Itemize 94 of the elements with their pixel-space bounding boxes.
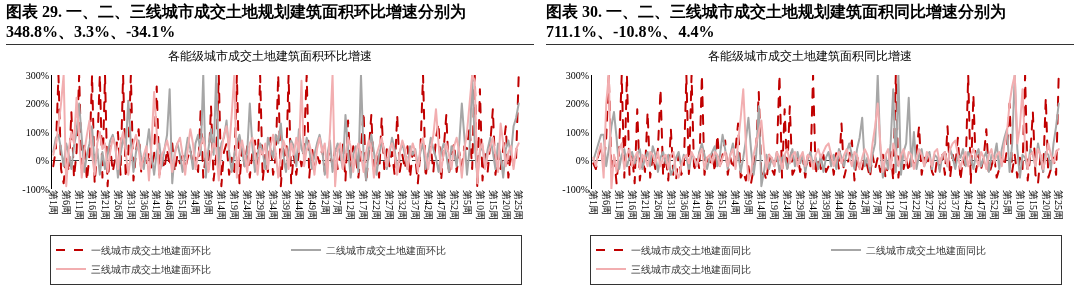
x-tick-label: 第19周 bbox=[769, 190, 781, 220]
y-tick-label: 0% bbox=[35, 155, 49, 166]
x-tick-label: 第6周 bbox=[600, 190, 612, 215]
x-tick-label: 第31周 bbox=[125, 190, 137, 220]
y-tick-label: -100% bbox=[562, 183, 589, 195]
x-tick-label: 第34周 bbox=[267, 190, 279, 220]
x-tick-label: 第22周 bbox=[371, 190, 383, 220]
x-tick-label: 第29周 bbox=[794, 190, 806, 220]
y-tick-label: -100% bbox=[22, 183, 49, 195]
x-tick-label: 第4周 bbox=[730, 190, 742, 215]
x-tick-label: 第52周 bbox=[988, 190, 1000, 220]
x-tick-label: 第2周 bbox=[319, 190, 331, 215]
y-tick-label: 100% bbox=[25, 126, 49, 138]
x-tick-label: 第19周 bbox=[229, 190, 241, 220]
legend-label: 三线城市成交土地建面环比 bbox=[91, 264, 211, 275]
x-tick-label: 第5周 bbox=[1001, 190, 1013, 215]
x-tick-label: 第10周 bbox=[1014, 190, 1026, 220]
x-tick-label: 第14周 bbox=[756, 190, 768, 220]
x-tick-label: 第42周 bbox=[962, 190, 974, 220]
y-tick-label: 300% bbox=[565, 69, 589, 81]
x-tick-label: 第37周 bbox=[410, 190, 422, 220]
x-tick-label: 第1周 bbox=[48, 190, 60, 215]
x-tick-label: 第34周 bbox=[807, 190, 819, 220]
x-tick-label: 第24周 bbox=[241, 190, 253, 220]
x-tick-label: 第26周 bbox=[112, 190, 124, 220]
x-tick-label: 第32周 bbox=[937, 190, 949, 220]
x-tick-label: 第1周 bbox=[588, 190, 600, 215]
x-tick-label: 第21周 bbox=[639, 190, 651, 220]
x-tick-label: 第11周 bbox=[73, 190, 85, 220]
x-tick-label: 第7周 bbox=[332, 190, 344, 215]
y-tick-label: 200% bbox=[565, 98, 589, 109]
x-tick-label: 第12周 bbox=[885, 190, 897, 220]
x-tick-label: 第16周 bbox=[86, 190, 98, 220]
x-tick-label: 第51周 bbox=[177, 190, 189, 220]
x-tick-label: 第47周 bbox=[435, 190, 447, 220]
x-tick-label: 第25周 bbox=[513, 190, 525, 220]
x-tick-label: 第26周 bbox=[652, 190, 664, 220]
x-tick-label: 第32周 bbox=[397, 190, 409, 220]
x-tick-label: 第9周 bbox=[203, 190, 215, 215]
x-tick-label: 第39周 bbox=[820, 190, 832, 220]
x-tick-label: 第42周 bbox=[422, 190, 434, 220]
x-tick-label: 第11周 bbox=[613, 190, 625, 220]
x-tick-label: 第25周 bbox=[1053, 190, 1065, 220]
x-tick-label: 第49周 bbox=[846, 190, 858, 220]
chart-title: 图表 30. 一、二、三线城市成交土地规划建筑面积同比增速分别为 711.1%、-10.8%、4.4% bbox=[546, 0, 1074, 45]
x-tick-label: 第4周 bbox=[190, 190, 202, 215]
y-tick-label: 0% bbox=[575, 155, 589, 166]
legend-label: 一线城市成交土地建面环比 bbox=[91, 245, 211, 256]
x-tick-label: 第49周 bbox=[306, 190, 318, 220]
x-tick-label: 第52周 bbox=[448, 190, 460, 220]
legend-label: 一线城市成交土地建面同比 bbox=[631, 245, 751, 256]
x-tick-label: 第39周 bbox=[280, 190, 292, 220]
x-tick-label: 第46周 bbox=[704, 190, 716, 220]
x-tick-label: 第36周 bbox=[678, 190, 690, 220]
chart-title: 图表 29. 一、二、三线城市成交土地规划建筑面积环比增速分别为 348.8%、3.3%、-34.1% bbox=[6, 0, 534, 45]
x-tick-label: 第10周 bbox=[474, 190, 486, 220]
x-tick-label: 第24周 bbox=[781, 190, 793, 220]
x-tick-label: 第12周 bbox=[345, 190, 357, 220]
x-tick-label: 第29周 bbox=[254, 190, 266, 220]
x-tick-label: 第7周 bbox=[872, 190, 884, 215]
chart-subtitle: 各能级城市成交土地建筑面积同比增速 bbox=[708, 48, 912, 63]
x-tick-label: 第9周 bbox=[743, 190, 755, 215]
x-tick-label: 第14周 bbox=[216, 190, 228, 220]
x-tick-label: 第27周 bbox=[384, 190, 396, 220]
y-tick-label: 200% bbox=[25, 98, 49, 109]
x-tick-label: 第41周 bbox=[151, 190, 163, 220]
chart-subtitle: 各能级城市成交土地建筑面积环比增速 bbox=[168, 48, 372, 63]
x-tick-label: 第2周 bbox=[859, 190, 871, 215]
y-tick-label: 100% bbox=[565, 126, 589, 138]
x-tick-label: 第20周 bbox=[1040, 190, 1052, 220]
x-tick-label: 第44周 bbox=[833, 190, 845, 220]
x-tick-label: 第46周 bbox=[164, 190, 176, 220]
x-tick-label: 第17周 bbox=[358, 190, 370, 220]
x-tick-label: 第36周 bbox=[138, 190, 150, 220]
legend-label: 三线城市成交土地建面同比 bbox=[631, 264, 751, 275]
x-tick-label: 第16周 bbox=[626, 190, 638, 220]
x-tick-label: 第15周 bbox=[487, 190, 499, 220]
legend-label: 二线城市成交土地建面同比 bbox=[866, 245, 986, 256]
x-tick-label: 第22周 bbox=[911, 190, 923, 220]
x-tick-label: 第37周 bbox=[950, 190, 962, 220]
x-tick-label: 第47周 bbox=[975, 190, 987, 220]
x-tick-label: 第41周 bbox=[691, 190, 703, 220]
x-tick-label: 第31周 bbox=[665, 190, 677, 220]
legend-label: 二线城市成交土地建面环比 bbox=[326, 245, 446, 256]
x-tick-label: 第27周 bbox=[924, 190, 936, 220]
x-tick-label: 第21周 bbox=[99, 190, 111, 220]
x-tick-label: 第51周 bbox=[717, 190, 729, 220]
x-tick-label: 第17周 bbox=[898, 190, 910, 220]
x-tick-label: 第20周 bbox=[500, 190, 512, 220]
x-tick-label: 第6周 bbox=[60, 190, 72, 215]
x-tick-label: 第44周 bbox=[293, 190, 305, 220]
y-tick-label: 300% bbox=[25, 69, 49, 81]
x-tick-label: 第15周 bbox=[1027, 190, 1039, 220]
x-tick-label: 第5周 bbox=[461, 190, 473, 215]
